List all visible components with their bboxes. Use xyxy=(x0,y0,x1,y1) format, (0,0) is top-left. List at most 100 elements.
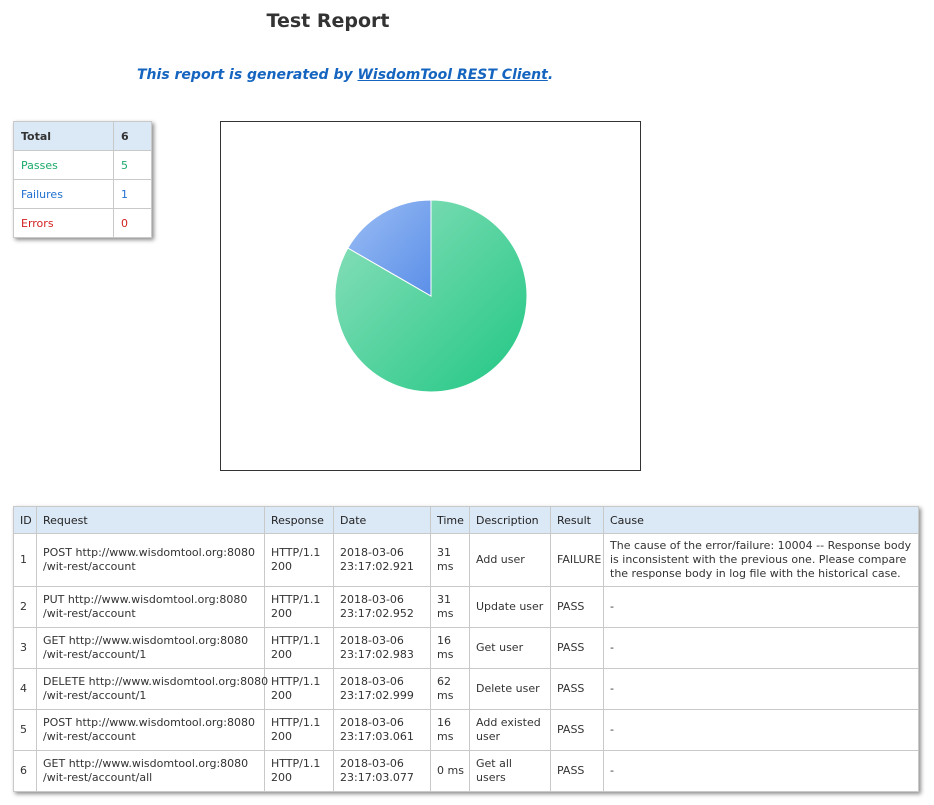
row-date: 2018-03-06 23:17:02.921 xyxy=(333,533,431,587)
date-time: 23:17:03.077 xyxy=(340,771,414,784)
row-response: HTTP/1.1 200 xyxy=(264,668,334,710)
response-protocol: HTTP/1.1 xyxy=(271,675,321,688)
row-result: PASS xyxy=(550,668,604,710)
row-id: 2 xyxy=(13,586,37,628)
response-status: 200 xyxy=(271,560,292,573)
row-request: POST http://www.wisdomtool.org:8080/wit-… xyxy=(36,709,265,751)
pie-svg xyxy=(334,199,528,393)
request-method-url: POST http://www.wisdomtool.org:8080 xyxy=(43,546,255,559)
results-table: ID Request Response Date Time Descriptio… xyxy=(13,506,919,792)
row-request: DELETE http://www.wisdomtool.org:8080/wi… xyxy=(36,668,269,710)
col-response: Response xyxy=(264,506,334,534)
summary-row-passes: Passes 5 xyxy=(13,150,152,180)
date-time: 23:17:02.952 xyxy=(340,607,414,620)
errors-value: 0 xyxy=(113,208,152,238)
row-request: POST http://www.wisdomtool.org:8080/wit-… xyxy=(36,533,265,587)
row-description: Update user xyxy=(469,586,551,628)
date-day: 2018-03-06 xyxy=(340,546,404,559)
summary-row-total: Total 6 xyxy=(13,121,152,151)
request-path: /wit-rest/account xyxy=(43,730,136,743)
request-method-url: POST http://www.wisdomtool.org:8080 xyxy=(43,716,255,729)
row-id: 6 xyxy=(13,750,37,792)
subtitle-prefix: This report is generated by xyxy=(137,67,358,83)
col-request: Request xyxy=(36,506,265,534)
request-method-url: GET http://www.wisdomtool.org:8080 xyxy=(43,757,249,770)
row-cause: - xyxy=(603,586,919,628)
table-row: 1 POST http://www.wisdomtool.org:8080/wit… xyxy=(13,533,919,587)
pie-slice-failures xyxy=(347,199,432,297)
col-description: Description xyxy=(469,506,551,534)
row-request: GET http://www.wisdomtool.org:8080/wit-r… xyxy=(36,627,265,669)
request-path: /wit-rest/account xyxy=(43,607,136,620)
request-path: /wit-rest/account/all xyxy=(43,771,153,784)
row-description: Delete user xyxy=(469,668,551,710)
summary-row-errors: Errors 0 xyxy=(13,208,152,238)
row-result: PASS xyxy=(550,627,604,669)
row-result: FAILURE xyxy=(550,533,604,587)
col-time: Time xyxy=(430,506,470,534)
request-method-url: GET http://www.wisdomtool.org:8080 xyxy=(43,634,249,647)
request-method-url: PUT http://www.wisdomtool.org:8080 xyxy=(43,593,248,606)
total-label: Total xyxy=(13,121,114,151)
row-cause: The cause of the error/failure: 10004 --… xyxy=(603,533,919,587)
row-cause: - xyxy=(603,750,919,792)
summary-row-failures: Failures 1 xyxy=(13,179,152,209)
row-description: Get all users xyxy=(469,750,551,792)
row-id: 1 xyxy=(13,533,37,587)
wisdomtool-link[interactable]: WisdomTool REST Client xyxy=(357,67,548,83)
col-result: Result xyxy=(550,506,604,534)
date-day: 2018-03-06 xyxy=(340,757,404,770)
response-protocol: HTTP/1.1 xyxy=(271,634,321,647)
response-protocol: HTTP/1.1 xyxy=(271,716,321,729)
col-cause: Cause xyxy=(603,506,919,534)
row-request: GET http://www.wisdomtool.org:8080/wit-r… xyxy=(36,750,265,792)
date-day: 2018-03-06 xyxy=(340,634,404,647)
passes-value: 5 xyxy=(113,150,152,180)
date-day: 2018-03-06 xyxy=(340,675,404,688)
row-description: Add existed user xyxy=(469,709,551,751)
row-date: 2018-03-06 23:17:02.983 xyxy=(333,627,431,669)
failures-value: 1 xyxy=(113,179,152,209)
report-subtitle: This report is generated by WisdomTool R… xyxy=(137,67,553,83)
row-response: HTTP/1.1 200 xyxy=(264,586,334,628)
response-protocol: HTTP/1.1 xyxy=(271,757,321,770)
errors-label: Errors xyxy=(13,208,114,238)
response-status: 200 xyxy=(271,689,292,702)
row-result: PASS xyxy=(550,586,604,628)
row-time: 0 ms xyxy=(430,750,470,792)
row-response: HTTP/1.1 200 xyxy=(264,627,334,669)
failures-label: Failures xyxy=(13,179,114,209)
request-path: /wit-rest/account xyxy=(43,560,136,573)
time-unit: ms xyxy=(437,560,454,573)
row-time: 16 ms xyxy=(430,709,470,751)
response-status: 200 xyxy=(271,648,292,661)
row-description: Add user xyxy=(469,533,551,587)
subtitle-suffix: . xyxy=(547,67,554,83)
row-date: 2018-03-06 23:17:02.999 xyxy=(333,668,431,710)
time-unit: ms xyxy=(437,689,454,702)
time-unit: ms xyxy=(437,648,454,661)
response-protocol: HTTP/1.1 xyxy=(271,546,321,559)
row-date: 2018-03-06 23:17:03.061 xyxy=(333,709,431,751)
row-response: HTTP/1.1 200 xyxy=(264,533,334,587)
page-title: Test Report xyxy=(266,10,390,32)
request-method-url: DELETE http://www.wisdomtool.org:8080 xyxy=(43,675,269,688)
table-row: 4 DELETE http://www.wisdomtool.org:8080/w… xyxy=(13,668,919,710)
row-result: PASS xyxy=(550,709,604,751)
response-status: 200 xyxy=(271,730,292,743)
date-time: 23:17:02.999 xyxy=(340,689,414,702)
results-header-row: ID Request Response Date Time Descriptio… xyxy=(13,506,919,534)
time-value: 62 xyxy=(437,675,451,688)
row-id: 4 xyxy=(13,668,37,710)
table-row: 3 GET http://www.wisdomtool.org:8080/wit-… xyxy=(13,627,919,669)
time-unit: ms xyxy=(437,730,454,743)
time-value: 16 xyxy=(437,634,451,647)
row-time: 16 ms xyxy=(430,627,470,669)
col-date: Date xyxy=(333,506,431,534)
date-time: 23:17:02.921 xyxy=(340,560,414,573)
time-value: 0 ms xyxy=(437,764,464,777)
row-time: 31 ms xyxy=(430,586,470,628)
row-id: 5 xyxy=(13,709,37,751)
table-row: 6 GET http://www.wisdomtool.org:8080/wit-… xyxy=(13,750,919,792)
date-time: 23:17:02.983 xyxy=(340,648,414,661)
